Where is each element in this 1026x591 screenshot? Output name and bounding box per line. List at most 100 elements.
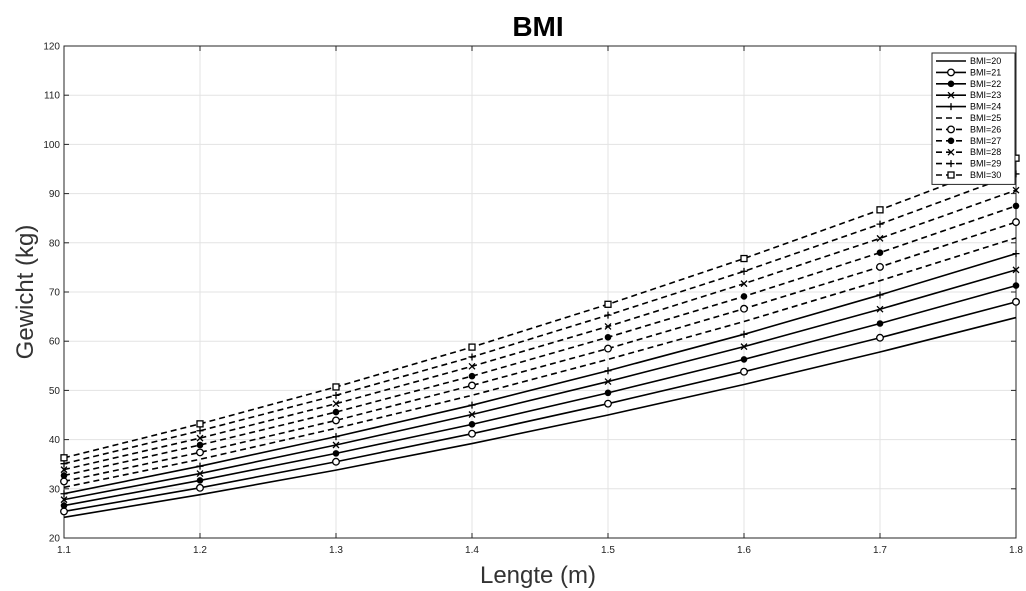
- series-bmi-22: [60, 282, 1020, 509]
- data-point: [604, 333, 612, 341]
- data-point: [1012, 202, 1020, 210]
- data-point: [332, 400, 340, 408]
- data-point: [332, 408, 340, 416]
- data-point: [604, 344, 612, 353]
- series-bmi-30: [60, 154, 1020, 462]
- series-line: [63, 157, 1017, 459]
- data-point: [1012, 266, 1020, 274]
- data-point: [196, 427, 204, 435]
- legend-item: BMI=22: [936, 79, 1001, 89]
- x-tick-label: 1.1: [57, 545, 71, 556]
- legend-item: BMI=28: [936, 147, 1001, 157]
- series-bmi-28: [60, 186, 1020, 474]
- data-point: [604, 378, 612, 386]
- y-tick-label: 60: [49, 337, 61, 348]
- series-line: [63, 173, 1017, 465]
- data-point: [468, 401, 476, 409]
- series-line: [63, 269, 1017, 501]
- legend-label: BMI=26: [970, 124, 1001, 134]
- data-point: [60, 477, 68, 486]
- legend: BMI=20BMI=21BMI=22BMI=23BMI=24BMI=25BMI=…: [931, 52, 1016, 185]
- series-line: [63, 189, 1017, 471]
- data-point: [60, 454, 68, 462]
- data-point: [468, 353, 476, 361]
- data-point: [876, 206, 884, 214]
- data-point: [947, 125, 955, 134]
- data-point: [332, 450, 340, 457]
- data-point: [468, 362, 476, 370]
- data-point: [60, 490, 68, 498]
- data-point: [332, 433, 340, 441]
- data-point: [468, 411, 476, 418]
- y-tick-label: 20: [49, 534, 61, 545]
- y-tick-label: 50: [49, 386, 61, 397]
- data-point: [196, 420, 204, 428]
- series-line: [63, 237, 1017, 489]
- data-point: [604, 322, 612, 330]
- data-point: [947, 80, 955, 88]
- data-point: [1012, 250, 1020, 258]
- series-bmi-29: [60, 170, 1020, 468]
- data-point: [876, 305, 884, 313]
- legend-label: BMI=24: [970, 102, 1001, 112]
- x-tick-label: 1.2: [193, 545, 207, 556]
- data-point: [947, 91, 955, 99]
- data-point: [947, 68, 955, 77]
- data-point: [468, 429, 476, 438]
- data-point: [740, 343, 748, 351]
- series-bmi-21: [60, 297, 1020, 516]
- x-tick-label: 1.3: [329, 545, 343, 556]
- data-point: [1012, 218, 1020, 227]
- data-point: [332, 441, 340, 449]
- data-point: [1012, 282, 1020, 289]
- data-point: [196, 470, 204, 478]
- data-point: [740, 304, 748, 313]
- legend-item: BMI=27: [936, 136, 1001, 146]
- data-point: [60, 466, 68, 474]
- y-axis-label: Gewicht (kg): [12, 225, 39, 360]
- data-point: [332, 391, 340, 399]
- series-line: [63, 284, 1017, 507]
- series-bmi-25: [63, 237, 1017, 489]
- x-tick-label: 1.7: [873, 545, 887, 556]
- data-point: [196, 434, 204, 442]
- data-point: [947, 137, 955, 145]
- data-point: [876, 262, 884, 271]
- data-point: [468, 421, 476, 428]
- data-point: [604, 399, 612, 408]
- data-point: [947, 160, 955, 168]
- data-point: [60, 472, 68, 479]
- y-tick-label: 100: [43, 140, 60, 151]
- legend-label: BMI=28: [970, 147, 1001, 157]
- x-tick-label: 1.6: [737, 545, 751, 556]
- series-bmi-20: [63, 316, 1017, 519]
- data-point: [1012, 186, 1020, 194]
- x-axis-label: Lengte (m): [480, 562, 596, 589]
- y-tick-label: 80: [49, 238, 61, 249]
- data-point: [604, 311, 612, 319]
- legend-item: BMI=24: [936, 102, 1001, 112]
- data-point: [604, 389, 612, 397]
- series-bmi-24: [60, 250, 1020, 498]
- y-tick-label: 110: [44, 91, 60, 102]
- y-tick-label: 40: [49, 435, 61, 446]
- series-line: [63, 316, 1017, 519]
- data-point: [876, 320, 884, 327]
- legend-item: BMI=25: [936, 113, 1001, 123]
- legend-label: BMI=20: [970, 56, 1001, 66]
- legend-label: BMI=25: [970, 113, 1001, 123]
- data-point: [604, 367, 612, 375]
- data-point: [740, 267, 748, 275]
- series-line: [63, 205, 1017, 477]
- legend-item: BMI=20: [936, 56, 1001, 66]
- data-point: [876, 249, 884, 256]
- data-point: [876, 291, 884, 299]
- series-line: [63, 221, 1017, 483]
- series-line: [63, 301, 1017, 513]
- data-point: [947, 171, 955, 179]
- series-line: [63, 252, 1017, 495]
- data-point: [740, 356, 748, 363]
- axis-ticks: 1.1 1.2 1.3 1.4 1.5 1.6 1.7 1.8 20 30 40 50 60 70 80 90…: [43, 42, 1023, 557]
- legend-label: BMI=23: [970, 90, 1001, 100]
- data-point: [1012, 297, 1020, 306]
